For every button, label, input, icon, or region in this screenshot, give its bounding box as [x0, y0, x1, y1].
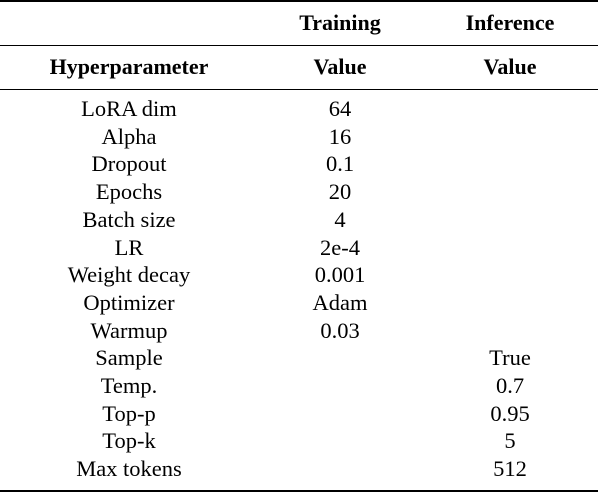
- training-value-cell: 0.03: [320, 318, 360, 343]
- inference-value-cell: True: [489, 345, 531, 370]
- inference-value-cell: 5: [504, 428, 516, 453]
- inference-value-cell: [422, 151, 598, 177]
- training-value-cell: Adam: [312, 290, 368, 315]
- inference-value-cell: 512: [493, 456, 527, 481]
- training-value-cell: 64: [328, 96, 352, 121]
- inference-value-cell: [422, 179, 598, 205]
- inference-value-cell: [422, 262, 598, 288]
- table-top-rule: [0, 0, 598, 2]
- training-value-cell: [258, 373, 422, 399]
- param-cell: Top-p: [102, 401, 156, 426]
- training-value-cell: [258, 401, 422, 427]
- param-cell: Optimizer: [83, 290, 175, 315]
- training-value-cell: 20: [328, 179, 352, 204]
- inference-value-cell: 0.95: [490, 401, 530, 426]
- header-group-rule: [0, 45, 598, 46]
- param-cell: Sample: [95, 345, 163, 370]
- param-cell: Batch size: [82, 207, 176, 232]
- inference-value-cell: 0.7: [495, 373, 525, 398]
- param-cell: Dropout: [91, 151, 167, 176]
- training-value-cell: [258, 428, 422, 454]
- param-cell: Warmup: [90, 318, 168, 343]
- param-cell: Epochs: [95, 179, 163, 204]
- param-cell: Alpha: [101, 124, 157, 149]
- table-bottom-rule: [0, 490, 598, 492]
- inference-value-cell: [422, 96, 598, 122]
- param-cell: Temp.: [100, 373, 158, 398]
- param-cell: LR: [114, 235, 144, 260]
- training-value-column-header: Value: [313, 54, 367, 79]
- inference-value-cell: [422, 124, 598, 150]
- training-value-cell: 0.001: [314, 262, 366, 287]
- header-bottom-rule: [0, 89, 598, 90]
- param-cell: LoRA dim: [81, 96, 177, 121]
- inference-value-cell: [422, 207, 598, 233]
- param-cell: Weight decay: [67, 262, 191, 287]
- training-value-cell: 2e-4: [320, 235, 360, 260]
- training-value-cell: 4: [334, 207, 346, 232]
- hyperparameter-column-header: Hyperparameter: [49, 54, 209, 79]
- training-value-cell: [258, 345, 422, 371]
- param-cell: Max tokens: [76, 456, 182, 481]
- inference-value-cell: [422, 235, 598, 261]
- param-cell: Top-k: [102, 428, 156, 453]
- training-value-cell: 16: [328, 124, 352, 149]
- inference-value-column-header: Value: [483, 54, 537, 79]
- inference-group-header: Inference: [465, 10, 555, 35]
- inference-value-cell: [422, 290, 598, 316]
- training-value-cell: [258, 456, 422, 482]
- training-group-header: Training: [299, 10, 381, 35]
- training-value-cell: 0.1: [325, 151, 355, 176]
- inference-value-cell: [422, 318, 598, 344]
